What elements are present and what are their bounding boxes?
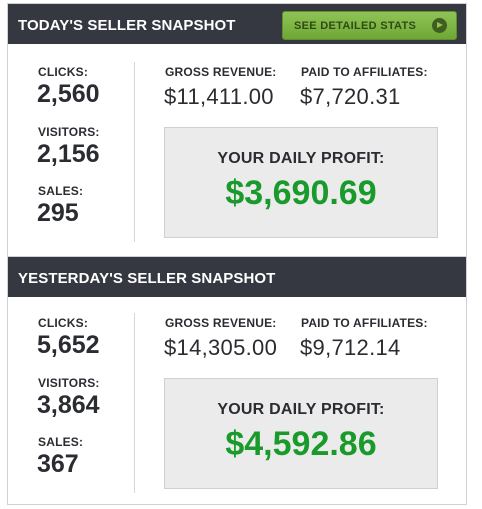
today-daily-profit-label: YOUR DAILY PROFIT: (217, 150, 385, 167)
today-sales-value: 295 (37, 199, 79, 227)
see-detailed-stats-label: SEE DETAILED STATS (294, 20, 417, 32)
yesterday-clicks-label: CLICKS: (38, 316, 89, 330)
today-snapshot-header: TODAY'S SELLER SNAPSHOT SEE DETAILED STA… (8, 4, 466, 44)
yesterday-snapshot-panel: YESTERDAY'S SELLER SNAPSHOT CLICKS: 5,65… (7, 256, 467, 505)
today-clicks-value: 2,560 (37, 80, 100, 108)
yesterday-snapshot-header: YESTERDAY'S SELLER SNAPSHOT (8, 257, 466, 297)
today-gross-revenue-label: GROSS REVENUE: (165, 65, 277, 79)
yesterday-daily-profit-box: YOUR DAILY PROFIT: $4,592.86 (164, 378, 438, 489)
yesterday-gross-revenue-label: GROSS REVENUE: (165, 316, 277, 330)
yesterday-snapshot-title: YESTERDAY'S SELLER SNAPSHOT (18, 270, 276, 287)
yesterday-sales-value: 367 (37, 450, 79, 478)
yesterday-paid-affiliates-value: $9,712.14 (300, 335, 401, 360)
today-divider (134, 62, 135, 242)
today-paid-affiliates-label: PAID TO AFFILIATES: (301, 65, 428, 79)
yesterday-divider (134, 313, 135, 493)
yesterday-paid-affiliates-label: PAID TO AFFILIATES: (301, 316, 428, 330)
today-snapshot-title: TODAY'S SELLER SNAPSHOT (18, 17, 236, 34)
today-clicks-label: CLICKS: (38, 65, 89, 79)
yesterday-gross-revenue-value: $14,305.00 (164, 335, 278, 360)
yesterday-daily-profit-label: YOUR DAILY PROFIT: (217, 401, 385, 418)
see-detailed-stats-button[interactable]: SEE DETAILED STATS (282, 11, 457, 40)
today-sales-label: SALES: (38, 184, 84, 198)
today-gross-revenue-value: $11,411.00 (164, 84, 274, 109)
today-paid-affiliates-value: $7,720.31 (300, 84, 401, 109)
yesterday-visitors-label: VISITORS: (38, 376, 100, 390)
yesterday-visitors-value: 3,864 (37, 391, 100, 419)
yesterday-sales-label: SALES: (38, 435, 84, 449)
yesterday-clicks-value: 5,652 (37, 331, 100, 359)
today-visitors-label: VISITORS: (38, 125, 100, 139)
play-circle-icon (432, 18, 447, 33)
today-snapshot-panel: TODAY'S SELLER SNAPSHOT SEE DETAILED STA… (7, 3, 467, 257)
today-daily-profit-box: YOUR DAILY PROFIT: $3,690.69 (164, 127, 438, 238)
today-visitors-value: 2,156 (37, 140, 100, 168)
today-daily-profit-value: $3,690.69 (225, 174, 377, 212)
yesterday-daily-profit-value: $4,592.86 (225, 425, 377, 463)
